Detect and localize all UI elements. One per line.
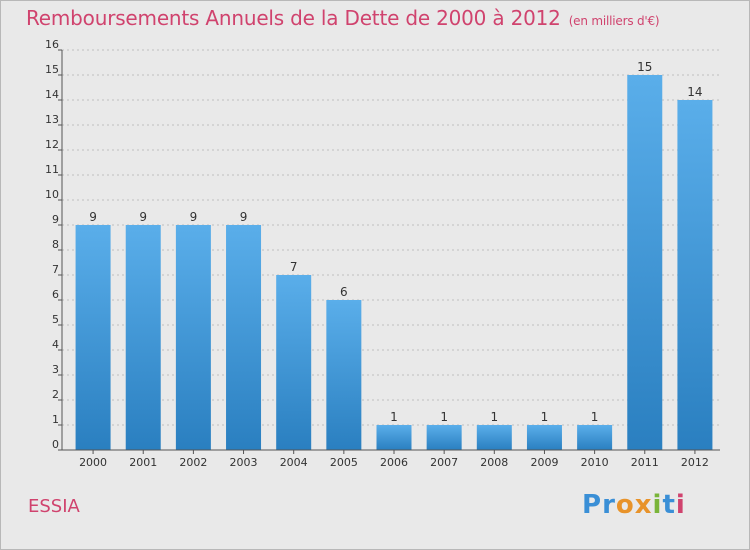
bar-value-label: 9 <box>240 210 248 224</box>
x-tick-label: 2010 <box>581 456 609 469</box>
bar-value-label: 1 <box>591 410 599 424</box>
x-tick-label: 2006 <box>380 456 408 469</box>
x-tick-label: 2001 <box>129 456 157 469</box>
bar <box>677 100 713 450</box>
logo-letter: i <box>652 490 663 520</box>
x-tick-label: 2003 <box>230 456 258 469</box>
x-tick-label: 2011 <box>631 456 659 469</box>
bar-value-label: 1 <box>490 410 498 424</box>
x-tick-label: 2008 <box>480 456 508 469</box>
bar <box>326 300 362 450</box>
x-tick-label: 2007 <box>430 456 458 469</box>
bar-value-label: 14 <box>687 85 702 99</box>
chart-title: Remboursements Annuels de la Dette de 20… <box>26 6 660 30</box>
y-tick-label: 14 <box>45 88 59 101</box>
y-tick-label: 10 <box>45 188 59 201</box>
bar <box>526 425 562 450</box>
y-tick-label: 11 <box>45 163 59 176</box>
bar <box>577 425 613 450</box>
bar-value-label: 9 <box>89 210 97 224</box>
bar <box>627 75 663 450</box>
bar-value-label: 7 <box>290 260 298 274</box>
logo-letter: i <box>675 490 686 520</box>
bar-value-label: 1 <box>541 410 549 424</box>
bar-value-label: 15 <box>637 60 652 74</box>
y-tick-label: 1 <box>52 413 59 426</box>
logo-letter: P <box>582 490 603 520</box>
logo-letter: x <box>634 490 653 520</box>
logo-letter: o <box>615 490 635 520</box>
bar <box>226 225 262 450</box>
bar <box>276 275 312 450</box>
bar <box>125 225 161 450</box>
bar <box>175 225 211 450</box>
logo-letter: r <box>602 490 616 520</box>
bar-value-label: 1 <box>440 410 448 424</box>
x-tick-label: 2012 <box>681 456 709 469</box>
bar-value-label: 9 <box>139 210 147 224</box>
bar <box>75 225 111 450</box>
x-axis: 2000 2001 2002 2003 2004 2005 2006 2007 2008 2009… <box>62 449 720 469</box>
y-tick-label: 0 <box>52 438 59 451</box>
x-tick-label: 2000 <box>79 456 107 469</box>
x-tick-label: 2005 <box>330 456 358 469</box>
bar-value-label: 9 <box>190 210 198 224</box>
y-tick-label: 15 <box>45 63 59 76</box>
bar-series: 9 9 9 9 7 6 1 1 1 1 1 15 14 <box>75 60 713 450</box>
bar <box>376 425 412 450</box>
y-tick-label: 16 <box>45 38 59 51</box>
y-tick-label: 2 <box>52 388 59 401</box>
bar-value-label: 6 <box>340 285 348 299</box>
y-tick-label: 13 <box>45 113 59 126</box>
chart-title-text: Remboursements Annuels de la Dette de 20… <box>26 6 561 30</box>
x-tick-label: 2002 <box>179 456 207 469</box>
y-tick-label: 6 <box>52 288 59 301</box>
y-tick-label: 5 <box>52 313 59 326</box>
bar-value-label: 1 <box>390 410 398 424</box>
x-tick-label: 2004 <box>280 456 308 469</box>
chart-units: (en milliers d'€) <box>568 14 660 28</box>
y-tick-label: 3 <box>52 363 59 376</box>
y-tick-label: 4 <box>52 338 59 351</box>
x-tick-label: 2009 <box>530 456 558 469</box>
logo-letter: t <box>662 490 676 520</box>
y-tick-label: 7 <box>52 263 59 276</box>
y-tick-label: 9 <box>52 213 59 226</box>
place-name: ESSIA <box>28 496 80 517</box>
bar <box>476 425 512 450</box>
bar <box>426 425 462 450</box>
proxiti-logo: Proxiti <box>582 490 686 520</box>
y-tick-label: 12 <box>45 138 59 151</box>
y-tick-label: 8 <box>52 238 59 251</box>
